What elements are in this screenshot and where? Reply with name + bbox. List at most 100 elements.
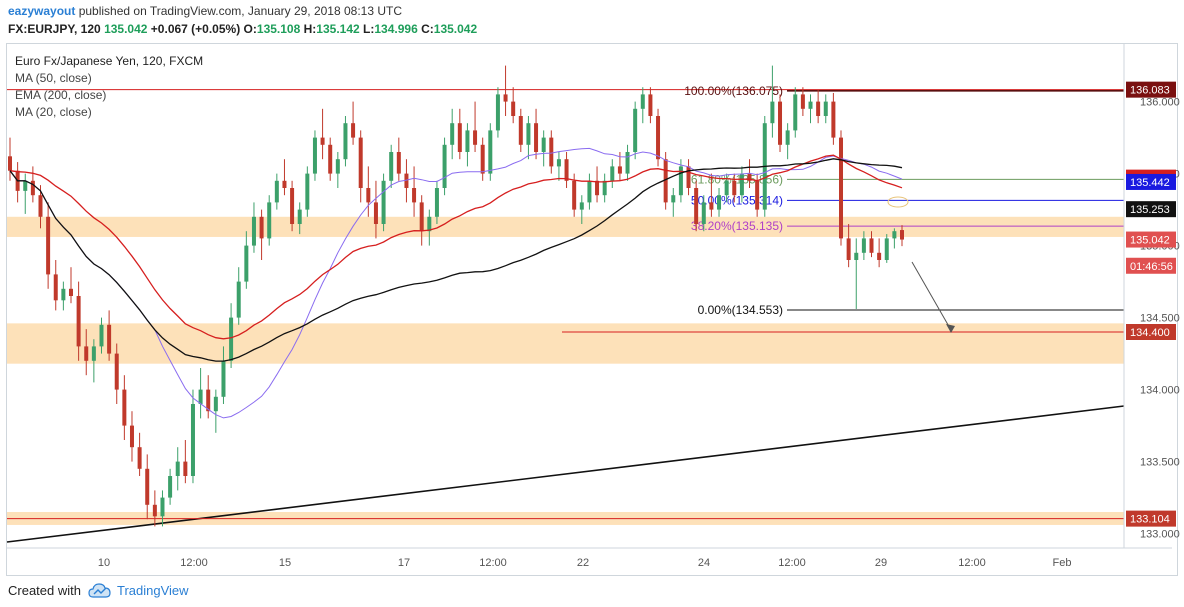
- candle-body: [488, 130, 493, 174]
- chart-header: eazywayout published on TradingView.com,…: [0, 0, 1184, 40]
- candle-body: [168, 476, 173, 498]
- candles-group: [8, 65, 904, 527]
- candle-body: [541, 137, 546, 152]
- candle-body: [694, 188, 699, 224]
- candle-body: [656, 116, 661, 160]
- candle-body: [457, 123, 462, 152]
- y-tick-label: 134.500: [1140, 313, 1180, 325]
- candle-body: [213, 396, 218, 412]
- y-tick-label: 136.000: [1140, 97, 1180, 109]
- ema200-line: [9, 154, 903, 340]
- candle-body: [648, 94, 653, 116]
- close-value: 135.042: [433, 22, 478, 36]
- x-tick-label: 15: [279, 557, 291, 569]
- candle-body: [129, 425, 134, 448]
- candle-body: [335, 159, 340, 174]
- candle-body: [427, 216, 432, 232]
- candle-body: [404, 173, 409, 188]
- candle-body: [358, 137, 363, 188]
- candle-body: [76, 296, 81, 347]
- candle-body: [778, 101, 783, 145]
- candle-body: [419, 202, 424, 232]
- candle-body: [564, 159, 569, 181]
- candle-body: [122, 389, 127, 426]
- y-tick-label: 133.000: [1140, 529, 1180, 541]
- candle-body: [61, 288, 66, 301]
- candle-body: [549, 137, 554, 167]
- price-marker-label: 135.042: [1130, 235, 1170, 247]
- candle-body: [305, 173, 310, 210]
- candle-body: [808, 101, 813, 109]
- publish-line: eazywayout published on TradingView.com,…: [8, 4, 402, 18]
- candle-body: [274, 180, 279, 203]
- symbol-line: FX:EURJPY, 120 135.042 +0.067 (+0.05%) O…: [8, 22, 477, 36]
- published-text: published on TradingView.com, January 29…: [78, 4, 403, 18]
- candle-body: [602, 180, 607, 196]
- candle-body: [450, 123, 455, 145]
- candle-body: [84, 346, 89, 361]
- candle-body: [854, 252, 859, 260]
- candle-body: [221, 360, 226, 397]
- x-tick-label: 12:00: [778, 557, 806, 569]
- candle-body: [145, 468, 150, 505]
- candle-body: [579, 202, 584, 210]
- tradingview-cloud-icon[interactable]: [88, 582, 112, 600]
- candle-body: [625, 152, 630, 174]
- candle-body: [229, 317, 234, 361]
- fib-0-label: 0.00%(134.553): [698, 303, 783, 317]
- candle-body: [198, 389, 203, 404]
- projection-arrow: [911, 261, 952, 331]
- candle-body: [312, 137, 317, 174]
- candle-body: [297, 209, 302, 224]
- author-link[interactable]: eazywayout: [8, 4, 76, 18]
- candle-body: [846, 238, 851, 260]
- price-marker-box: [1126, 231, 1176, 248]
- chart-legend: Euro Fx/Japanese Yen, 120, FXCM MA (50, …: [15, 53, 203, 121]
- candle-body: [396, 152, 401, 174]
- fib-50-label: 50.00%(135.314): [691, 193, 783, 207]
- candle-body: [53, 274, 58, 301]
- candle-body: [473, 130, 478, 145]
- candle-body: [68, 288, 73, 296]
- support-zone-0: [7, 216, 1124, 237]
- low-value: 134.996: [374, 22, 418, 36]
- fib-100-label: 100.00%(136.075): [684, 84, 783, 98]
- x-tick-label: 22: [577, 557, 589, 569]
- candle-body: [38, 195, 43, 217]
- tradingview-link[interactable]: TradingView: [117, 583, 189, 598]
- candle-body: [511, 101, 516, 116]
- last-price: 135.042: [104, 22, 148, 36]
- candle-body: [572, 180, 577, 210]
- candle-body: [381, 180, 386, 224]
- candle-body: [869, 238, 874, 253]
- candle-body: [23, 180, 28, 191]
- high-value: 135.142: [316, 22, 360, 36]
- candle-body: [244, 245, 249, 282]
- candle-body: [892, 231, 897, 239]
- candle-body: [328, 144, 333, 174]
- trend-line: [6, 405, 1125, 543]
- high-label: H:: [303, 22, 317, 36]
- candle-body: [785, 130, 790, 145]
- price-change: +0.067 (+0.05%): [150, 22, 241, 36]
- candle-body: [747, 173, 752, 181]
- candle-body: [823, 101, 828, 116]
- candle-body: [793, 94, 798, 131]
- candle-body: [671, 195, 676, 203]
- candle-body: [373, 202, 378, 224]
- candle-body: [30, 180, 35, 196]
- candle-body: [610, 166, 615, 181]
- close-label: C:: [421, 22, 434, 36]
- y-tick-label: 134.000: [1140, 385, 1180, 397]
- price-marker-label: 136.083: [1130, 85, 1170, 97]
- x-tick-label: 12:00: [479, 557, 507, 569]
- price-marker-box: [1126, 324, 1176, 340]
- candle-body: [107, 324, 112, 354]
- candle-body: [816, 101, 821, 116]
- price-marker-box: [1126, 510, 1176, 527]
- candle-body: [389, 152, 394, 181]
- candle-body: [884, 238, 889, 260]
- price-marker-label: 135.253: [1130, 204, 1170, 216]
- candle-body: [861, 238, 866, 253]
